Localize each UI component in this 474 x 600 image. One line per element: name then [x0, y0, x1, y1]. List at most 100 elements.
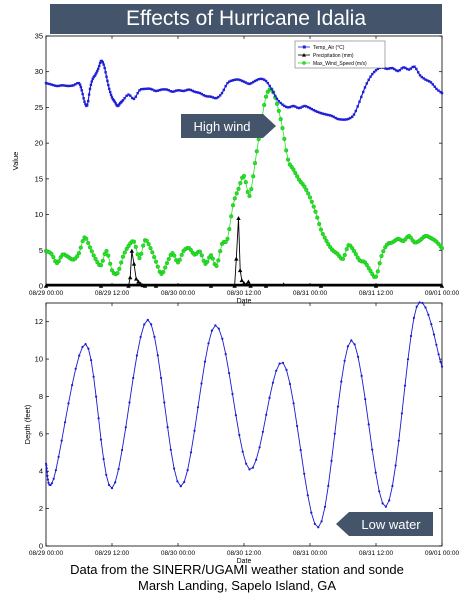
- y-axis-label: Depth (feet): [23, 404, 32, 444]
- depth-point: [46, 474, 49, 477]
- temp-point: [105, 75, 108, 78]
- depth-point: [166, 426, 169, 429]
- depth-point: [251, 466, 254, 469]
- temp-point: [84, 103, 87, 106]
- temp-point: [121, 99, 125, 102]
- precip-point: [246, 279, 251, 284]
- wind-point: [284, 148, 289, 153]
- wind-point: [439, 246, 445, 251]
- wind-point: [210, 256, 215, 261]
- precip-point: [153, 283, 159, 288]
- temp-point: [178, 89, 181, 92]
- wind-point: [254, 149, 259, 154]
- temp-point: [65, 84, 68, 87]
- temp-point: [292, 104, 295, 108]
- temp-point: [400, 67, 403, 70]
- depth-point: [228, 372, 231, 375]
- wind-point: [227, 227, 232, 232]
- temp-point: [373, 70, 376, 74]
- temp-point: [255, 78, 258, 82]
- temp-point: [176, 89, 180, 92]
- temp-point: [153, 89, 156, 92]
- temp-point: [54, 84, 57, 87]
- temp-point: [279, 101, 282, 105]
- depth-point: [384, 505, 387, 508]
- temp-point: [387, 67, 390, 70]
- y-tick-label: 35: [35, 32, 43, 41]
- legend-label: Temp_Air (°C): [313, 45, 345, 51]
- wind-point: [218, 249, 223, 254]
- series-wind: [43, 87, 445, 279]
- temp-point: [103, 66, 106, 70]
- temp-point: [407, 68, 411, 71]
- y-tick-label: 30: [35, 67, 43, 76]
- legend-box: [294, 40, 386, 69]
- temp-point: [253, 79, 257, 83]
- temp-point: [87, 99, 90, 103]
- temp-point: [327, 113, 330, 117]
- depth-point: [114, 481, 117, 484]
- callout-low-water-arrow: [336, 512, 433, 536]
- temp-point: [431, 83, 434, 86]
- temp-point: [171, 90, 174, 93]
- series-precipitation: [43, 215, 445, 288]
- depth-point: [357, 355, 360, 358]
- depth-point: [160, 376, 163, 380]
- temp-point: [305, 105, 308, 108]
- depth-point: [189, 451, 193, 454]
- temp-point: [312, 108, 315, 112]
- precip-point: [134, 276, 139, 281]
- temp-point: [264, 79, 268, 83]
- temp-point: [296, 106, 299, 109]
- temp-point: [211, 96, 214, 99]
- depth-point: [388, 499, 391, 502]
- depth-point: [139, 335, 142, 339]
- depth-point: [418, 301, 421, 304]
- wind-point: [370, 272, 375, 277]
- depth-point: [49, 483, 52, 487]
- temp-point: [290, 105, 293, 108]
- wind-point: [120, 254, 126, 259]
- temp-point: [440, 91, 444, 95]
- wind-point: [262, 102, 267, 108]
- temp-point: [365, 82, 368, 85]
- wind-point: [379, 253, 384, 259]
- depth-point: [135, 354, 138, 357]
- wind-point: [280, 126, 285, 131]
- x-tick-label: 08/31 00:00: [293, 290, 328, 297]
- temp-point: [151, 88, 154, 91]
- wind-point: [229, 214, 234, 219]
- temp-point: [127, 93, 130, 96]
- temp-point: [316, 110, 319, 113]
- temp-point: [424, 78, 427, 81]
- temp-point: [277, 100, 280, 103]
- temp-point: [426, 79, 429, 82]
- depth-point: [176, 480, 179, 483]
- legend-label: Max_Wind_Speed (m/s): [313, 61, 367, 67]
- depth-point: [196, 406, 200, 409]
- depth-point: [156, 354, 159, 357]
- depth-point: [54, 469, 58, 472]
- wind-point: [161, 269, 166, 275]
- temp-point: [63, 84, 66, 87]
- precip-point: [142, 283, 148, 288]
- plot-frame: [45, 302, 443, 547]
- depth-point: [313, 522, 316, 526]
- temp-point: [154, 89, 158, 93]
- temp-point: [259, 77, 262, 81]
- temp-point: [415, 67, 418, 71]
- depth-point: [71, 384, 74, 387]
- depth-point: [427, 313, 430, 316]
- y-tick-label: 0: [39, 542, 43, 551]
- x-tick-label: 09/01 00:00: [425, 290, 460, 297]
- temp-point: [59, 84, 62, 87]
- wind-point: [124, 246, 129, 251]
- temp-point: [341, 118, 345, 121]
- temp-point: [98, 64, 101, 68]
- wind-point: [285, 157, 291, 162]
- depth-point: [57, 455, 60, 458]
- series-depth: [44, 301, 444, 529]
- temp-point: [44, 81, 48, 85]
- temp-point: [330, 114, 334, 118]
- temp-point: [138, 89, 141, 92]
